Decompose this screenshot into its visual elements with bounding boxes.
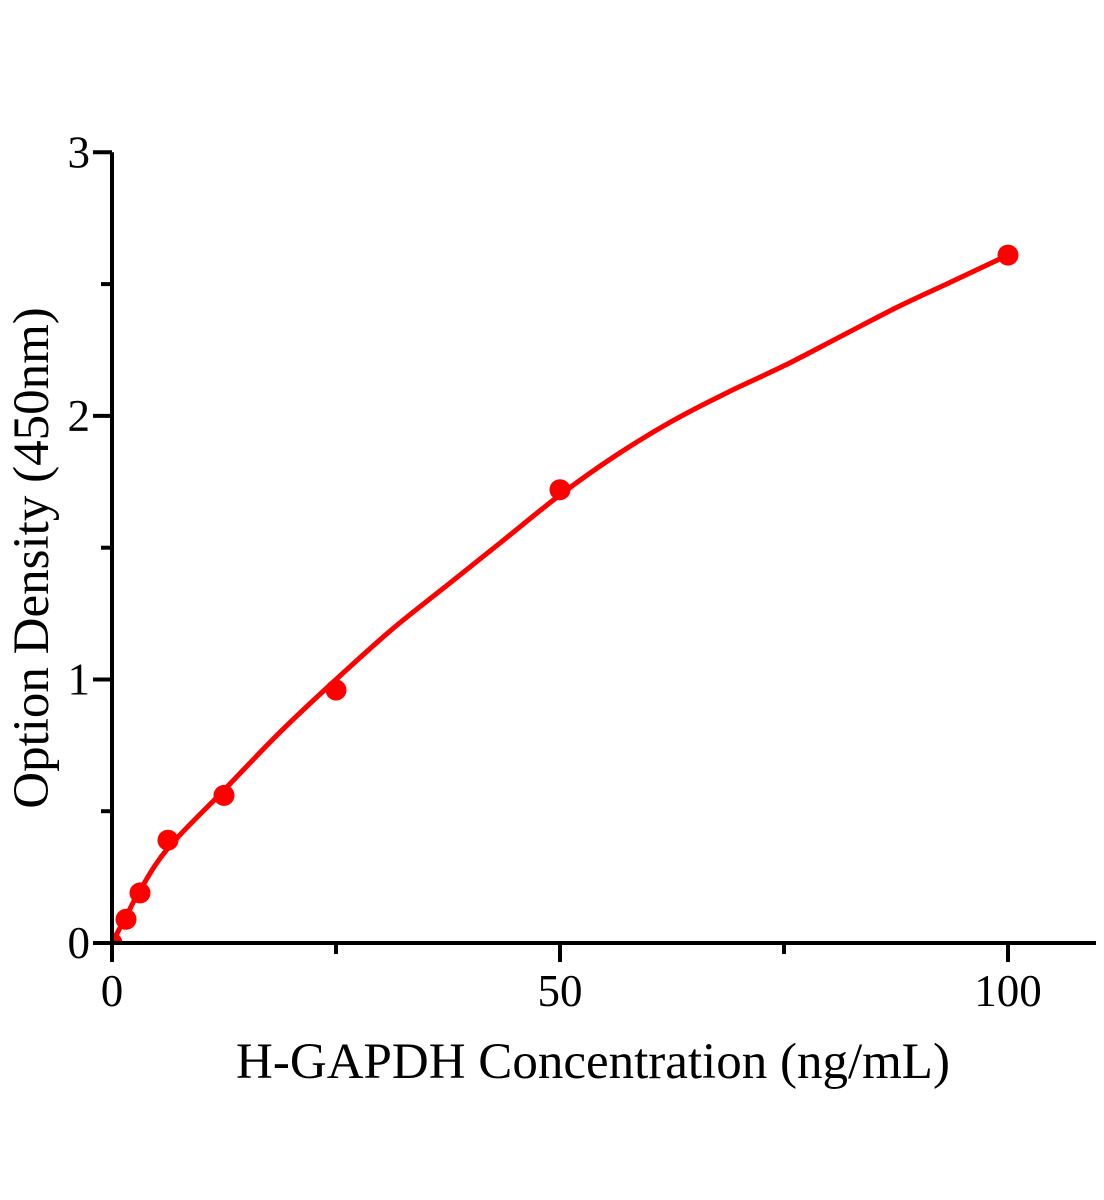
x-tick-label: 100: [974, 966, 1042, 1016]
axes: [93, 150, 1096, 962]
data-point: [157, 829, 179, 851]
data-point: [112, 932, 123, 943]
data-point: [129, 882, 151, 904]
data-point: [997, 244, 1019, 266]
y-tick-label: 2: [68, 391, 91, 441]
tick-labels: 0 50 100 0 1 2 3: [68, 127, 1042, 1016]
y-tick-label: 1: [68, 655, 91, 705]
data-point: [325, 679, 347, 701]
axis-spines: [110, 152, 1096, 945]
data-point: [549, 479, 571, 501]
y-tick-label: 0: [68, 918, 91, 968]
x-axis-label: H-GAPDH Concentration (ng/mL): [236, 1034, 950, 1090]
plot-area: [112, 244, 1019, 943]
data-point: [213, 784, 235, 806]
x-tick-label: 0: [101, 966, 124, 1016]
data-point: [115, 908, 137, 930]
y-axis-label: Option Density (450nm): [4, 307, 60, 808]
x-tick-label: 50: [538, 966, 583, 1016]
y-tick-label: 3: [68, 127, 91, 177]
fit-curve: [112, 252, 1011, 943]
